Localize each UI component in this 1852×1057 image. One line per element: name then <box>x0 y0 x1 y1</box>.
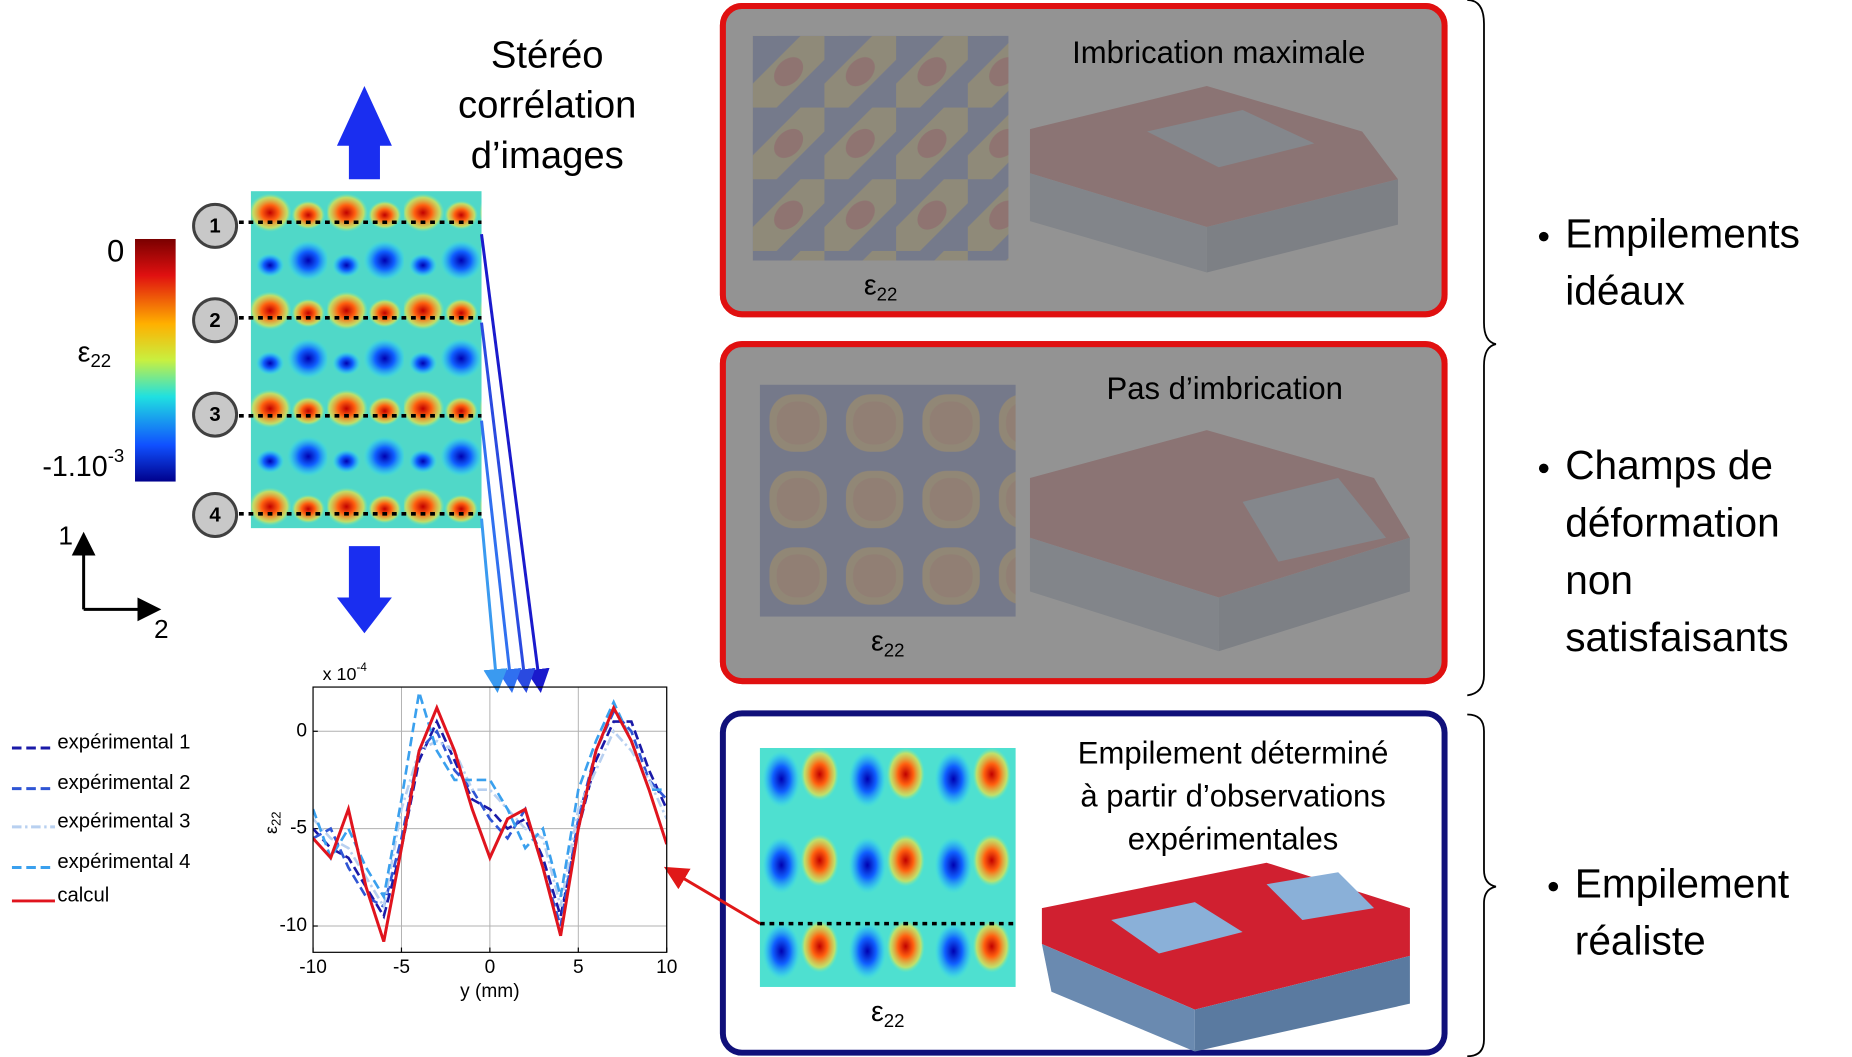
colorbar-min-sup: -3 <box>108 445 125 466</box>
panel-title: à partir d’observations <box>1080 778 1385 813</box>
arrow-down <box>337 546 392 633</box>
panel-symbol-sub: 22 <box>884 639 905 660</box>
x-tick-label: 5 <box>573 957 584 978</box>
multiplier-sup: -4 <box>356 661 367 674</box>
marker-label: 1 <box>209 215 220 237</box>
bullet-dots <box>1539 232 1558 892</box>
colorbar-symbol: ε <box>78 336 91 368</box>
panel-symbol: ε <box>864 269 877 301</box>
y-tick-label: 0 <box>296 720 307 741</box>
bullet-text: non <box>1565 557 1633 603</box>
panel-title: Imbrication maximale <box>1072 35 1365 70</box>
colorbar-symbol-sub: 22 <box>90 350 111 371</box>
panel-title: Empilement déterminé <box>1078 735 1389 770</box>
legend-label: calcul <box>57 885 109 907</box>
marker-circles <box>194 204 237 536</box>
bullet-text: déformation <box>1565 499 1779 545</box>
header-line: d’images <box>471 134 624 177</box>
y-axis-label-symbol: ε <box>261 826 281 834</box>
x-tick-label: 10 <box>656 957 677 978</box>
x-tick-label: -10 <box>299 957 327 978</box>
marker-label: 4 <box>209 505 221 527</box>
axis-icon-label: 1 <box>58 521 73 551</box>
panel-title: Pas d’imbrication <box>1107 371 1343 406</box>
bullet-text: réaliste <box>1575 918 1706 964</box>
y-axis-label-sub: 22 <box>269 811 284 826</box>
axis-icon-label: 2 <box>154 614 169 644</box>
panel-symbol: ε <box>871 625 884 657</box>
legend-label: expérimental 4 <box>57 851 190 873</box>
slide: Stéréocorrélationd’images12340ε22-1.10-3… <box>0 0 1852 1057</box>
axes-icon <box>84 538 156 610</box>
y-axis-label: ε22 <box>261 811 284 834</box>
colorbar-max: 0 <box>107 234 124 269</box>
panel-title: expérimentales <box>1128 821 1339 856</box>
marker-label: 3 <box>209 404 220 426</box>
colorbar-min: -1.10 <box>42 451 107 483</box>
colorbar <box>135 239 176 482</box>
bullet-text: satisfaisants <box>1565 614 1788 660</box>
heatmap <box>251 191 482 528</box>
arrow-up <box>337 86 392 179</box>
bullet-text: idéaux <box>1565 268 1685 314</box>
legend-label: expérimental 3 <box>57 810 190 832</box>
x-tick-label: -5 <box>393 957 410 978</box>
link-arrows <box>482 234 541 687</box>
y-tick-label: -5 <box>290 818 307 839</box>
bullet-text: Champs de <box>1565 442 1773 488</box>
header-line: Stéréo <box>491 33 604 76</box>
panel-symbol-sub: 22 <box>884 1010 905 1031</box>
panel-symbol-sub: 22 <box>877 283 898 304</box>
braces <box>1467 0 1496 1056</box>
x-tick-label: 0 <box>485 957 496 978</box>
y-tick-label: -10 <box>279 915 307 936</box>
multiplier: x 10 <box>323 664 357 684</box>
heatmap <box>760 748 1016 987</box>
bullet-text: Empilement <box>1575 860 1789 906</box>
marker-label: 2 <box>209 310 220 332</box>
legend-label: expérimental 2 <box>57 772 190 794</box>
bullet-text: Empilements <box>1565 210 1800 256</box>
legend-label: expérimental 1 <box>57 732 190 754</box>
panel-symbol: ε <box>871 996 884 1028</box>
x-axis-label: y (mm) <box>460 981 519 1002</box>
header-line: corrélation <box>458 84 636 127</box>
